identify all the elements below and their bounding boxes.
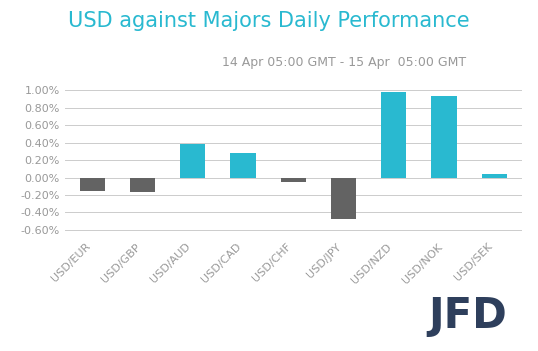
- Bar: [431, 97, 457, 178]
- Text: 14 Apr 05:00 GMT - 15 Apr  05:00 GMT: 14 Apr 05:00 GMT - 15 Apr 05:00 GMT: [222, 56, 466, 69]
- Text: JFD: JFD: [429, 295, 507, 337]
- Bar: [281, 178, 306, 182]
- Bar: [230, 153, 256, 178]
- Bar: [381, 92, 406, 178]
- Bar: [331, 178, 356, 219]
- Bar: [80, 178, 105, 191]
- Bar: [180, 144, 206, 178]
- Bar: [482, 174, 507, 178]
- Text: USD against Majors Daily Performance: USD against Majors Daily Performance: [68, 11, 470, 31]
- Bar: [130, 178, 155, 192]
